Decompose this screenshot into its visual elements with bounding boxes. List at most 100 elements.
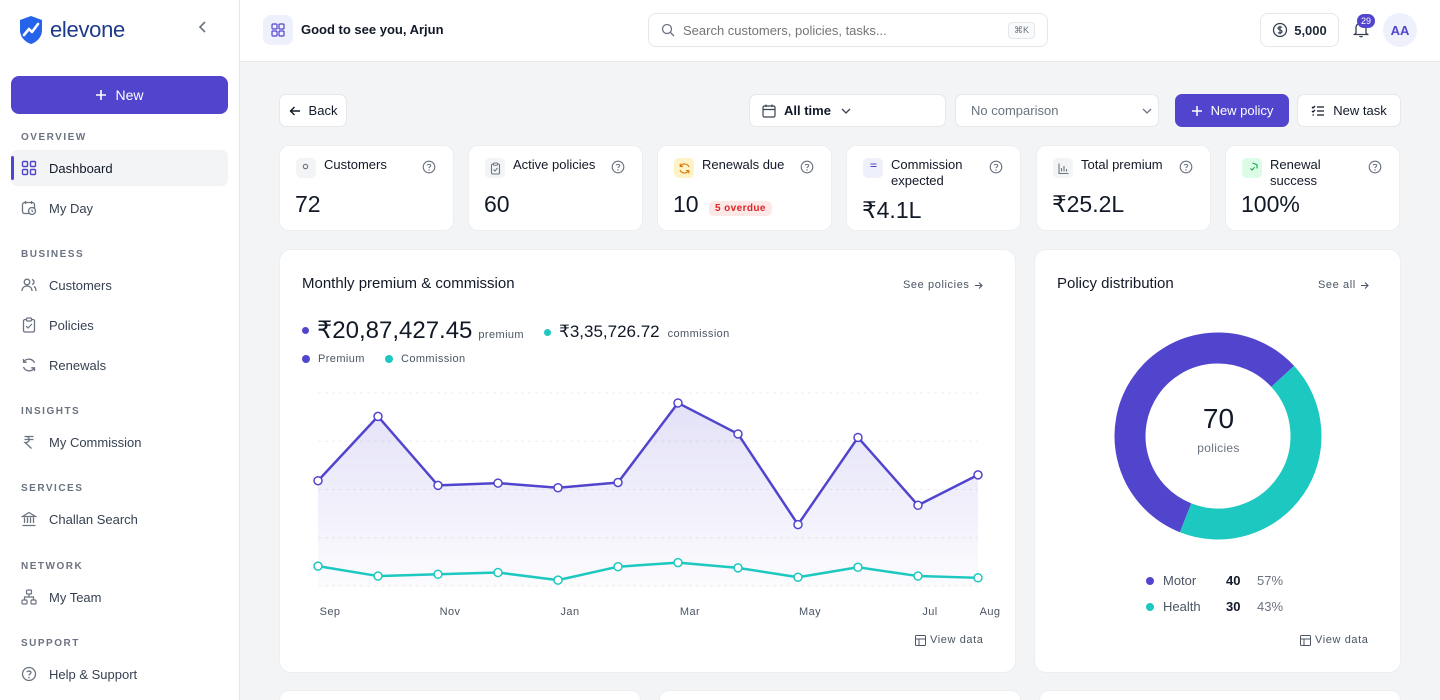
kpi-label: Renewal success	[1270, 157, 1321, 188]
legend-percent: 43%	[1257, 599, 1284, 614]
help-circle-icon[interactable]	[1368, 160, 1382, 174]
premium-point	[313, 475, 323, 486]
new-button-label: New	[115, 87, 144, 103]
commission-point	[493, 567, 503, 578]
donut-slice-motor[interactable]	[1114, 332, 1295, 533]
kpi-card-commission-expected[interactable]: Commission expected ₹4.1L	[846, 145, 1021, 231]
kpi-value: 10	[673, 191, 699, 217]
help-circle-icon[interactable]	[1179, 160, 1193, 174]
new-policy-button[interactable]: New policy	[1175, 94, 1289, 127]
legend-percent: 57%	[1257, 573, 1284, 588]
kpi-card-total-premium[interactable]: Total premium ₹25.2L	[1036, 145, 1211, 231]
help-circle-icon[interactable]	[422, 160, 436, 174]
back-label: Back	[308, 103, 338, 118]
see-all-link[interactable]: See all	[1318, 279, 1369, 291]
user-avatar[interactable]: AA	[1383, 13, 1417, 47]
kpi-icon-box	[1242, 158, 1262, 178]
overdue-badge: 5 overdue	[709, 201, 772, 216]
chevron-down-icon	[1142, 108, 1152, 114]
sidebar-item-my-day[interactable]: My Day	[11, 190, 228, 226]
brand-logo[interactable]: elevone	[18, 15, 125, 45]
help-circle-icon[interactable]	[989, 160, 1003, 174]
kpi-label: Total premium	[1081, 157, 1163, 172]
see-all-label: See all	[1318, 279, 1356, 291]
sidebar-item-label: Dashboard	[49, 160, 113, 176]
commission-total: ₹3,35,726.72 commission	[544, 322, 730, 342]
search-input[interactable]	[683, 22, 1003, 38]
sidebar-item-my-commission[interactable]: My Commission	[11, 424, 228, 460]
credits-button[interactable]: 5,000	[1260, 13, 1339, 47]
shield-check-icon	[1249, 161, 1258, 171]
kpi-card-active-policies[interactable]: Active policies 60	[468, 145, 643, 231]
legend-swatch	[302, 355, 310, 363]
comparison-select[interactable]: No comparison	[955, 94, 1159, 127]
sidebar-item-label: My Team	[49, 589, 102, 605]
new-task-button[interactable]: New task	[1297, 94, 1401, 127]
kpi-value: 60	[484, 191, 510, 217]
new-button[interactable]: New	[11, 76, 228, 114]
bar-chart-icon	[1057, 163, 1068, 174]
premium-point	[973, 470, 983, 480]
commission-point	[733, 563, 743, 573]
plus-icon	[1191, 105, 1202, 116]
sidebar-item-dashboard[interactable]: Dashboard	[11, 150, 228, 186]
grid-icon	[21, 160, 37, 176]
help-icon	[21, 666, 37, 682]
kpi-icon-box	[485, 158, 505, 178]
calendar-icon	[762, 104, 776, 118]
help-circle-icon[interactable]	[800, 160, 814, 174]
commission-point	[373, 571, 383, 581]
policy-distribution-card: Policy distribution See all 70 policies …	[1034, 249, 1401, 673]
sidebar-item-renewals[interactable]: Renewals	[11, 347, 228, 383]
sidebar-item-help-support[interactable]: Help & Support	[11, 656, 228, 692]
monthly-chart-card: Monthly premium & commission See policie…	[279, 249, 1016, 673]
legend-count: 30	[1226, 599, 1241, 614]
search-box[interactable]: ⌘K	[648, 13, 1048, 47]
commission-point	[793, 572, 803, 582]
sidebar-item-label: My Day	[49, 200, 94, 216]
sidebar-item-policies[interactable]: Policies	[11, 307, 228, 343]
sidebar-item-customers[interactable]: Customers	[11, 267, 228, 303]
policy-donut-chart	[1114, 332, 1322, 540]
sidebar-item-my-team[interactable]: My Team	[11, 579, 228, 615]
kpi-label: Commission expected	[891, 157, 963, 188]
premium-point	[373, 411, 383, 422]
donut-slice-health[interactable]	[1179, 365, 1322, 540]
legend-commission: Commission	[385, 353, 466, 365]
view-data-link[interactable]: View data	[1300, 634, 1369, 646]
rupee-icon	[870, 162, 876, 167]
see-policies-link[interactable]: See policies	[903, 279, 983, 291]
shield-logo-icon	[20, 16, 42, 44]
kpi-card-renewals-due[interactable]: Renewals due 10 5 overdue	[657, 145, 832, 231]
back-button[interactable]: Back	[279, 94, 347, 127]
help-circle-icon[interactable]	[611, 160, 625, 174]
sidebar-item-challan-search[interactable]: Challan Search	[11, 501, 228, 537]
users-icon	[21, 278, 37, 292]
donut-total: 70	[1202, 403, 1235, 434]
sidebar: elevone New OVERVIEW Dashboard My Day BU…	[0, 0, 240, 700]
date-range-select[interactable]: All time	[749, 94, 946, 127]
section-services: SERVICES	[21, 483, 84, 494]
commission-point	[313, 561, 323, 571]
sidebar-item-label: Renewals	[49, 357, 107, 373]
premium-point	[913, 500, 923, 511]
collapse-sidebar-button[interactable]	[198, 20, 208, 36]
chevron-down-icon	[841, 108, 851, 114]
search-shortcut: ⌘K	[1007, 22, 1035, 39]
grid-icon	[271, 23, 285, 37]
section-network: NETWORK	[21, 561, 84, 572]
bottom-card	[279, 690, 641, 700]
premium-dot	[302, 327, 309, 334]
credits-value: 5,000	[1294, 22, 1327, 38]
legend-premium: Premium	[302, 353, 365, 365]
kpi-card-customers[interactable]: Customers 72	[279, 145, 454, 231]
kpi-value: ₹4.1L	[862, 197, 922, 223]
premium-total: ₹20,87,427.45 premium	[302, 316, 524, 345]
legend-swatch	[385, 355, 393, 363]
donut-total-label: policies	[1197, 441, 1240, 455]
x-tick-label: Mar	[680, 606, 700, 618]
kpi-card-renewal-success[interactable]: Renewal success 100%	[1225, 145, 1400, 231]
kpi-value: 100%	[1241, 191, 1300, 217]
search-icon	[661, 23, 675, 37]
view-data-link[interactable]: View data	[915, 634, 984, 646]
